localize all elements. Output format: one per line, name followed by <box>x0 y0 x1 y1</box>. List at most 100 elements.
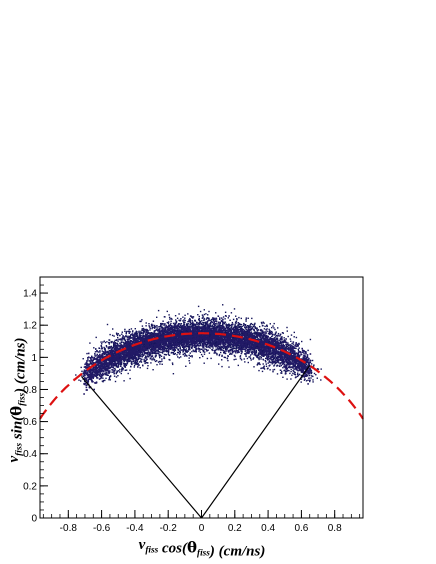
scatter-point <box>212 318 214 320</box>
scatter-point <box>207 349 209 351</box>
scatter-point <box>99 350 101 352</box>
scatter-point <box>126 335 128 337</box>
scatter-points <box>73 304 322 395</box>
scatter-point <box>166 321 168 324</box>
scatter-point <box>209 325 212 327</box>
scatter-point <box>240 359 243 361</box>
scatter-point <box>224 318 226 320</box>
scatter-point <box>149 329 151 331</box>
scatter-point <box>275 339 277 342</box>
scatter-point <box>258 369 260 372</box>
scatter-point <box>150 356 152 358</box>
scatter-point <box>296 373 299 376</box>
scatter-point <box>234 350 236 352</box>
scatter-point <box>167 352 170 354</box>
scatter-point <box>106 372 108 375</box>
scatter-point <box>147 351 149 353</box>
scatter-point <box>273 368 276 371</box>
scatter-point <box>293 331 295 334</box>
scatter-point <box>180 349 182 351</box>
scatter-point <box>260 335 262 338</box>
scatter-point <box>235 348 237 350</box>
scatter-point <box>141 352 144 354</box>
scatter-point <box>159 363 161 365</box>
scatter-point <box>249 357 252 360</box>
scatter-point <box>249 356 251 358</box>
scatter-point <box>288 345 290 347</box>
scatter-point <box>216 354 218 356</box>
scatter-point <box>170 322 172 325</box>
scatter-point <box>178 350 181 353</box>
scatter-point <box>254 332 257 334</box>
scatter-point <box>237 324 239 326</box>
scatter-point <box>138 337 140 339</box>
scatter-point <box>243 323 245 325</box>
scatter-point <box>264 359 266 362</box>
scatter-point <box>94 352 96 355</box>
scatter-point <box>199 342 201 345</box>
scatter-point <box>223 347 225 349</box>
scatter-point <box>139 361 141 363</box>
scatter-point <box>272 371 274 373</box>
scatter-point <box>204 344 206 346</box>
scatter-point <box>259 363 261 366</box>
scatter-point <box>211 325 213 327</box>
scatter-point <box>295 336 298 339</box>
scatter-point <box>286 330 288 332</box>
scatter-point <box>228 325 230 328</box>
scatter-point <box>282 332 284 334</box>
scatter-point <box>141 328 143 330</box>
scatter-point <box>173 350 176 352</box>
scatter-point <box>179 345 181 347</box>
scatter-point <box>236 318 238 321</box>
scatter-point <box>241 328 243 330</box>
scatter-point <box>262 335 265 338</box>
scatter-point <box>159 361 162 363</box>
scatter-point <box>179 327 182 329</box>
scatter-point <box>247 361 249 364</box>
scatter-point <box>115 366 117 368</box>
scatter-point <box>203 349 205 351</box>
scatter-point <box>138 357 140 359</box>
scatter-point <box>290 378 292 380</box>
scatter-point <box>228 343 230 346</box>
scatter-point <box>264 325 266 328</box>
scatter-point <box>290 370 292 373</box>
scatter-point <box>218 363 220 365</box>
scatter-point <box>88 360 90 362</box>
scatter-point <box>234 344 236 346</box>
scatter-point <box>190 343 192 345</box>
scatter-point <box>198 350 200 352</box>
scatter-point <box>293 373 295 375</box>
scatter-point <box>120 341 123 344</box>
scatter-point <box>256 363 259 366</box>
scatter-point <box>221 365 223 368</box>
scatter-point <box>171 332 174 334</box>
scatter-point <box>124 363 126 365</box>
scatter-point <box>269 332 272 334</box>
scatter-point <box>107 374 109 376</box>
scatter-point <box>266 328 268 330</box>
scatter-point <box>140 334 142 337</box>
scatter-point <box>228 366 230 368</box>
scatter-point <box>188 343 191 346</box>
scatter-point <box>140 358 142 360</box>
scatter-point <box>152 369 154 371</box>
scatter-point <box>212 317 214 319</box>
scatter-point <box>128 330 130 333</box>
scatter-point <box>82 358 84 360</box>
scatter-point <box>184 317 186 319</box>
scatter-point <box>213 342 215 345</box>
scatter-point <box>274 341 276 343</box>
scatter-point <box>199 339 202 341</box>
scatter-point <box>120 363 122 365</box>
scatter-point <box>99 374 101 376</box>
scatter-point <box>276 373 279 375</box>
scatter-point <box>288 349 290 351</box>
scatter-point <box>156 349 158 351</box>
scatter-point <box>202 321 204 324</box>
scatter-point <box>131 331 134 333</box>
scatter-point <box>216 325 218 327</box>
scatter-point <box>134 328 136 330</box>
scatter-point <box>199 340 202 342</box>
